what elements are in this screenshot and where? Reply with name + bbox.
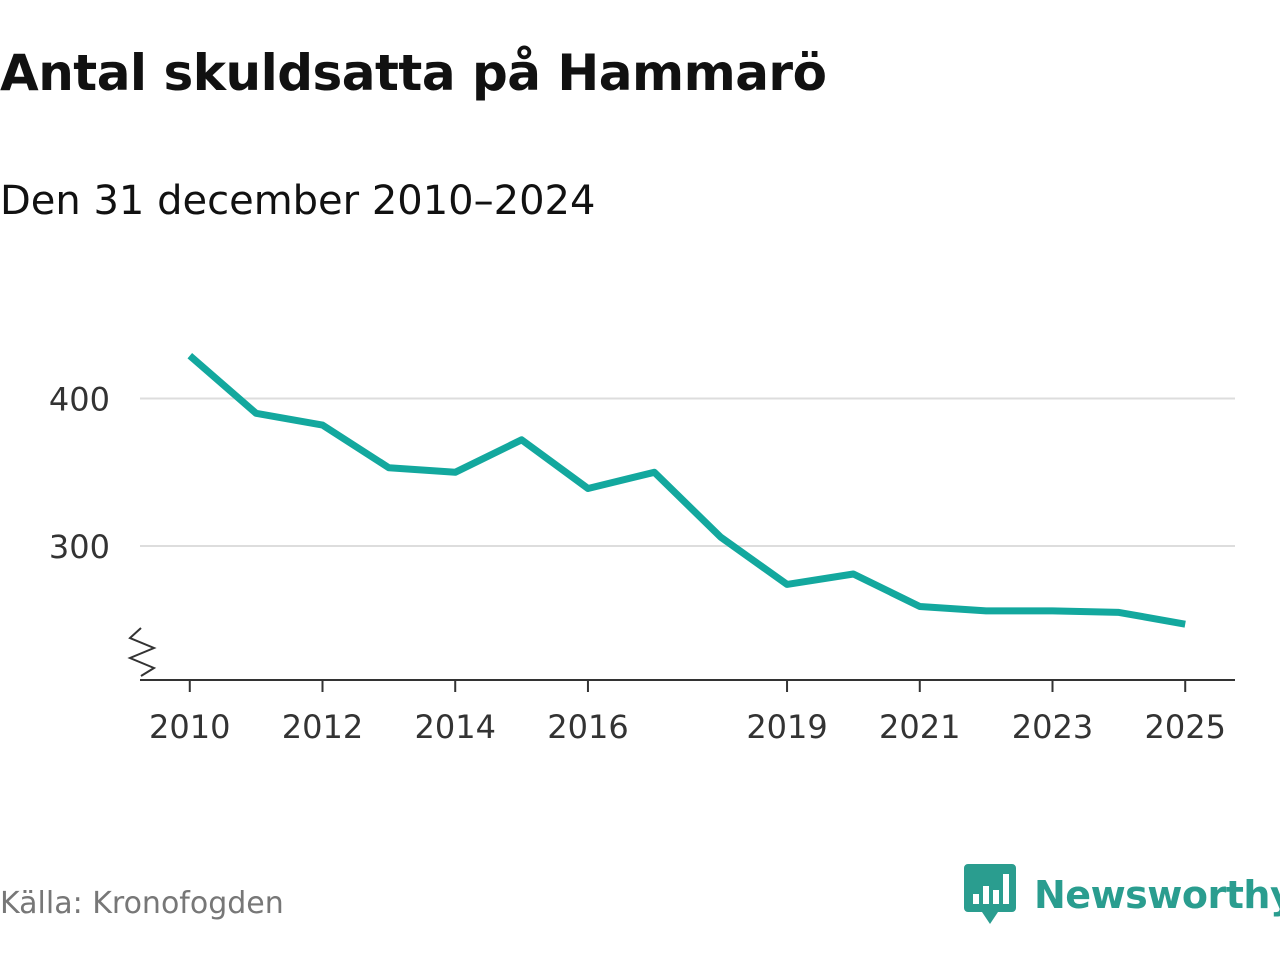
data-point-2019 bbox=[783, 580, 791, 588]
brand-logo[interactable]: Newsworthy bbox=[964, 864, 1280, 926]
chart-subtitle: Den 31 december 2010–2024 bbox=[0, 178, 596, 224]
chart-title: Antal skuldsatta på Hammarö bbox=[0, 44, 827, 102]
data-point-2012 bbox=[319, 421, 327, 429]
x-tick-label: 2023 bbox=[1012, 708, 1093, 746]
series bbox=[186, 352, 1189, 628]
x-tick-label: 2021 bbox=[879, 708, 960, 746]
source-note: Källa: Kronofogden bbox=[0, 886, 284, 921]
x-tick-label: 2016 bbox=[547, 708, 628, 746]
data-point-2025 bbox=[1181, 620, 1189, 628]
axis-break-mark bbox=[127, 627, 157, 677]
gridlines bbox=[140, 397, 1235, 547]
y-tick-label: 300 bbox=[49, 528, 110, 566]
data-point-2020 bbox=[849, 570, 857, 578]
x-tick-label: 2010 bbox=[149, 708, 230, 746]
data-point-2023 bbox=[1049, 607, 1057, 615]
data-point-2013 bbox=[385, 464, 393, 472]
x-tick-label: 2012 bbox=[282, 708, 363, 746]
data-point-2014 bbox=[451, 468, 459, 476]
line-chart: 300 400 2010 2012 2014 2016 2019 2021 2023 2025 bbox=[49, 352, 1235, 746]
data-point-2024 bbox=[1115, 608, 1123, 616]
data-point-2021 bbox=[916, 602, 924, 610]
data-point-2010 bbox=[186, 352, 194, 360]
data-point-2015 bbox=[518, 436, 526, 444]
data-point-2022 bbox=[982, 607, 990, 615]
x-tick-label: 2025 bbox=[1145, 708, 1226, 746]
data-point-2016 bbox=[584, 484, 592, 492]
x-tick-label: 2014 bbox=[415, 708, 496, 746]
brand-name: Newsworthy bbox=[1034, 873, 1280, 917]
newsworthy-bar-chart-icon bbox=[964, 864, 1016, 924]
data-point-2017 bbox=[650, 468, 658, 476]
x-tick-label: 2019 bbox=[746, 708, 827, 746]
data-point-2018 bbox=[717, 533, 725, 541]
y-tick-label: 400 bbox=[49, 381, 110, 419]
series-line bbox=[187, 353, 1186, 628]
axes: 300 400 2010 2012 2014 2016 2019 2021 2023 2025 bbox=[49, 381, 1235, 746]
data-point-2011 bbox=[252, 409, 260, 417]
